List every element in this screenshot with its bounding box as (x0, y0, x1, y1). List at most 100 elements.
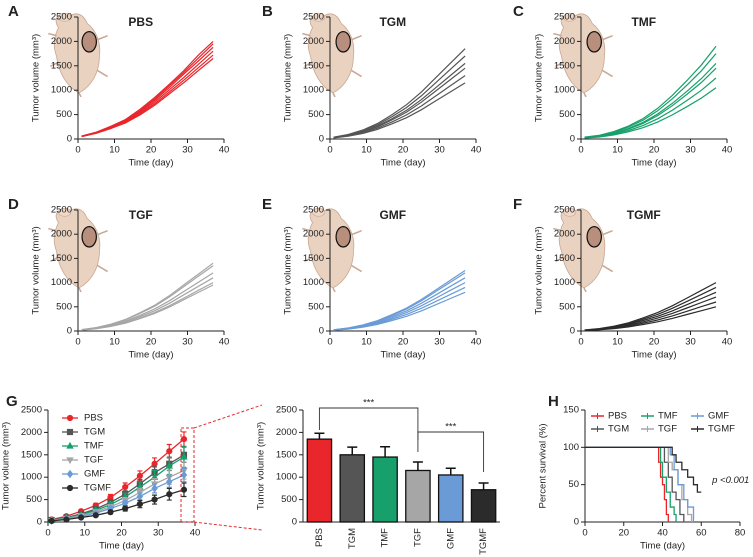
x-tick-label: 40 (657, 528, 668, 539)
y-axis-label: Tumor volume (mm³) (283, 226, 294, 314)
chart-title: PBS (128, 15, 153, 29)
y-tick-label: 50 (568, 479, 579, 490)
chart-panel: D TGF 0 500 1000 1500 2000 2500 0 10 20 30 40 Tumor v… (8, 196, 229, 361)
marker (122, 483, 129, 491)
y-tick-label: 0 (319, 326, 324, 337)
panel-label: H (548, 393, 559, 410)
y-axis-label: Percent survival (%) (538, 424, 549, 509)
marker (166, 448, 173, 455)
series-line (81, 40, 214, 137)
y-tick-label: 500 (56, 109, 72, 120)
x-tick-label: 80 (735, 528, 746, 539)
x-tick-label: 0 (75, 145, 80, 156)
x-tick-label: 40 (722, 145, 733, 156)
series-line (333, 82, 466, 139)
x-tick-label: TGF (412, 528, 423, 547)
bar (306, 438, 333, 523)
marker (77, 514, 85, 521)
y-tick-label: 1500 (303, 253, 324, 264)
legend-label: TGM (608, 424, 629, 435)
x-axis-label: Time (day) (640, 541, 685, 552)
y-tick-label: 2000 (303, 36, 324, 47)
marker (166, 477, 173, 486)
series-line (51, 454, 185, 521)
y-tick-label: 2500 (51, 12, 72, 23)
x-tick-label: 0 (45, 528, 50, 539)
panel-label: E (262, 196, 272, 213)
series-line (81, 262, 214, 331)
chart-panel: 0 500 1000 1500 2000 2500 Tumor volume (mm³) PB… (256, 398, 500, 555)
chart-panel: B TGM 0 500 1000 1500 2000 2500 0 10 20 30 40 Tumor v… (262, 3, 481, 169)
y-tick-label: 1500 (276, 449, 297, 460)
series-line (51, 474, 185, 522)
y-tick-label: 1500 (554, 60, 575, 71)
x-tick-label: 30 (434, 337, 445, 348)
marker (107, 494, 114, 501)
x-tick-label: 60 (696, 528, 707, 539)
marker (136, 492, 144, 501)
y-tick-label: 1500 (21, 449, 42, 460)
y-tick-label: 150 (563, 405, 579, 416)
x-axis-label: Time (day) (99, 541, 144, 552)
legend-label: TGF (84, 455, 103, 466)
marker (180, 452, 188, 460)
marker (48, 517, 55, 524)
marker (180, 486, 188, 493)
x-tick-label: 40 (190, 528, 201, 539)
y-tick-label: 1000 (554, 277, 575, 288)
y-tick-label: 500 (26, 494, 42, 505)
y-tick-label: 2500 (276, 405, 297, 416)
y-tick-label: 0 (574, 517, 579, 528)
legend-label: GMF (708, 411, 729, 422)
series-line (81, 54, 214, 138)
x-axis-label: Time (day) (631, 350, 676, 361)
x-tick-label: 20 (146, 145, 157, 156)
legend-label: TGF (658, 424, 677, 435)
legend-label: TMF (658, 411, 678, 422)
x-tick-label: 10 (612, 337, 623, 348)
y-tick-label: 2000 (276, 427, 297, 438)
chart-panel: C TMF 0 500 1000 1500 2000 2500 0 10 20 30 40 Tumor v… (513, 3, 732, 169)
y-tick-label: 500 (308, 301, 324, 312)
x-axis-label: Time (day) (380, 158, 425, 169)
significance-label: *** (363, 398, 374, 409)
x-tick-label: 40 (471, 145, 482, 156)
marker (92, 512, 99, 519)
series-line (333, 67, 466, 139)
x-tick-label: 20 (146, 337, 157, 348)
x-tick-label: 10 (79, 528, 90, 539)
panel-label: B (262, 3, 273, 20)
panel-label: G (6, 393, 18, 410)
y-tick-label: 1000 (554, 85, 575, 96)
x-tick-label: 10 (612, 145, 623, 156)
survival-curve (585, 446, 695, 522)
x-axis-label: Time (day) (380, 350, 425, 361)
x-tick-label: 0 (578, 145, 583, 156)
y-tick-label: 0 (570, 134, 575, 145)
series-line (51, 469, 185, 522)
series-line (81, 272, 214, 331)
series-line (51, 438, 185, 521)
survival-curve (585, 446, 702, 493)
y-tick-label: 0 (319, 134, 324, 145)
x-tick-label: 30 (685, 337, 696, 348)
series-line (81, 58, 214, 138)
p-value-annotation: p <0.001 (711, 475, 749, 486)
y-tick-label: 2500 (554, 205, 575, 216)
bar (372, 456, 398, 523)
legend-label: TGMF (708, 424, 735, 435)
series-line (584, 87, 717, 139)
chart-panel: F TGMF 0 500 1000 1500 2000 2500 0 10 20 30 40 Tumor … (513, 196, 732, 361)
error-bar (314, 432, 325, 440)
x-tick-label: 10 (109, 337, 120, 348)
marker (66, 484, 74, 492)
panel-label: F (513, 196, 522, 213)
series-line (333, 286, 466, 331)
chart-title: TGM (379, 15, 406, 29)
marker (136, 500, 143, 508)
marker (180, 470, 188, 480)
series-line (81, 43, 214, 137)
x-tick-label: 30 (182, 145, 193, 156)
y-tick-label: 100 (563, 442, 579, 453)
y-tick-label: 1000 (276, 472, 297, 483)
